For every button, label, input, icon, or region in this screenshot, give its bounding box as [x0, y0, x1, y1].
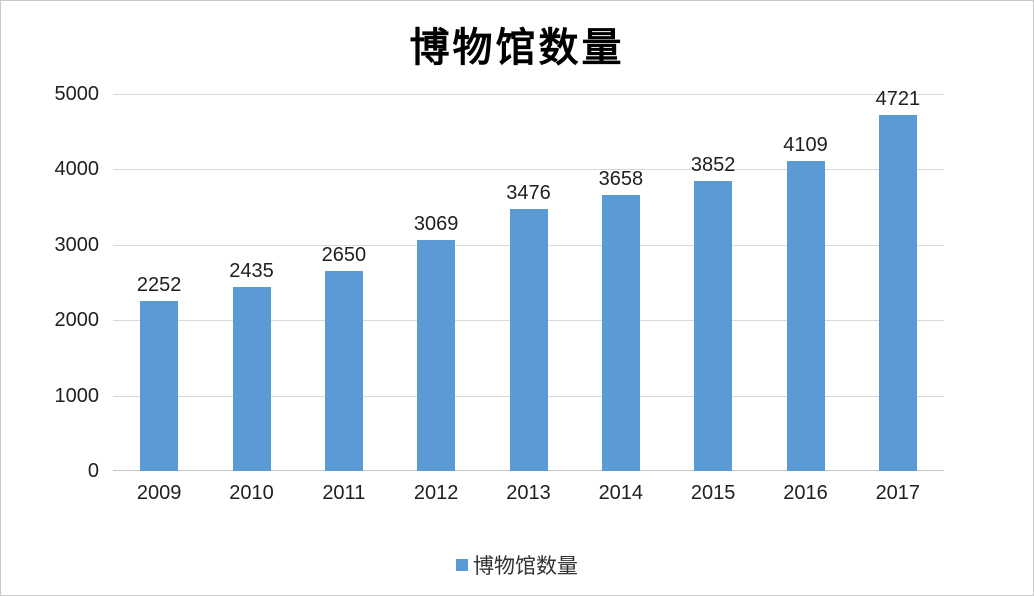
- bar-2017: [878, 115, 917, 471]
- x-tick-label: 2013: [506, 482, 551, 504]
- x-tick-label: 2016: [783, 482, 828, 504]
- gridline: [113, 94, 944, 95]
- x-tick-label: 2012: [413, 482, 459, 504]
- bar-value-label: 4721: [875, 88, 921, 111]
- bar-value-label: 3852: [690, 153, 736, 176]
- legend-marker-icon: [456, 559, 468, 571]
- y-tick-label: 2000: [54, 309, 100, 332]
- bar-2012: [417, 239, 456, 471]
- bar-value-label: 2650: [321, 244, 367, 267]
- bar-2011: [324, 271, 363, 471]
- bar-2015: [694, 180, 733, 471]
- y-tick-label: 3000: [54, 233, 100, 256]
- y-tick-label: 1000: [54, 384, 100, 407]
- bar-2010: [232, 287, 271, 471]
- bar-2016: [786, 161, 825, 471]
- y-tick-label: 5000: [54, 83, 100, 105]
- bar-2013: [509, 208, 548, 471]
- legend: 博物馆数量: [1, 550, 1033, 580]
- y-tick-label: 4000: [54, 158, 100, 181]
- x-tick-label: 2010: [229, 482, 274, 504]
- bar-value-label: 2435: [229, 260, 274, 283]
- gridline: [113, 169, 944, 171]
- plot-area: 2252 2435 2650 3069 3476 3658 3852 4109 4721: [113, 88, 944, 471]
- bar-value-label: 2252: [136, 274, 182, 297]
- bar-value-label: 3476: [506, 181, 551, 204]
- x-tick-label: 2009: [136, 482, 182, 504]
- bar-value-label: 3069: [413, 212, 459, 235]
- y-tick-label: 0: [87, 460, 99, 482]
- bar-value-label: 4109: [783, 134, 828, 157]
- x-tick-label: 2015: [690, 482, 736, 504]
- bar-2014: [601, 195, 640, 471]
- x-tick-label: 2011: [322, 482, 366, 504]
- bar-2009: [140, 301, 179, 471]
- x-tick-label: 2014: [598, 482, 644, 504]
- chart-title: 博物馆数量: [409, 24, 625, 71]
- x-tick-label: 2017: [875, 482, 921, 504]
- bar-value-label: 3658: [598, 168, 644, 191]
- legend-label: 博物馆数量: [473, 555, 578, 578]
